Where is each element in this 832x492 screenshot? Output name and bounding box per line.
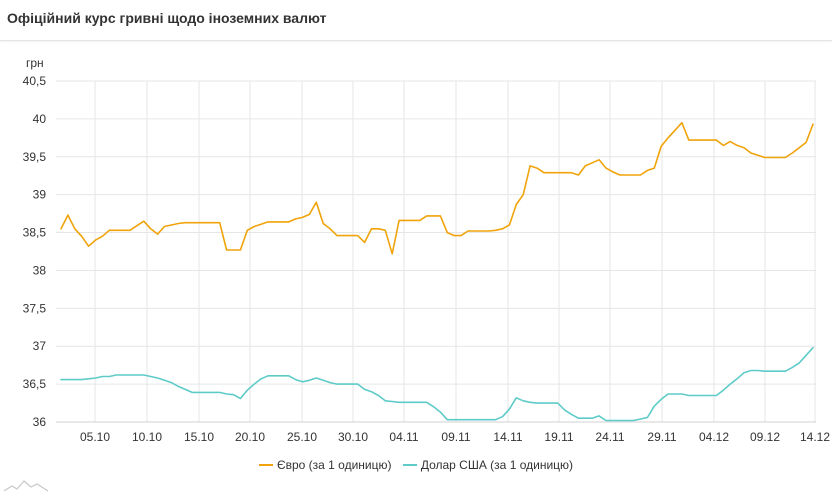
legend-swatch-usd: [402, 463, 417, 466]
legend-item-usd[interactable]: Долар США (за 1 одиницю): [402, 458, 574, 472]
x-tick-label: 20.10: [235, 430, 265, 444]
x-axis: 05.10 10.10 15.10 20.10 25.10 30.10 04.11 09.11…: [80, 430, 830, 444]
y-axis-unit-label: грн: [26, 56, 44, 70]
y-tick-label: 38,5: [23, 226, 47, 240]
chart-header: Офіційний курс гривні щодо іноземних вал…: [0, 0, 832, 41]
y-axis: 40,5 40 39,5 39 38,5 38 37,5 37 36,5 36: [23, 74, 47, 429]
y-tick-label: 40,5: [23, 74, 47, 88]
legend-item-euro[interactable]: Євро (за 1 одиницю): [258, 458, 392, 472]
x-tick-label: 04.12: [699, 430, 729, 444]
x-tick-label: 29.11: [647, 430, 676, 444]
x-tick-label: 09.12: [750, 430, 780, 444]
y-tick-label: 38: [33, 263, 47, 277]
x-tick-label: 05.10: [80, 430, 110, 444]
y-tick-label: 39,5: [23, 150, 47, 164]
mountain-logo-icon: [4, 480, 48, 492]
series-line-euro: [60, 121, 814, 255]
series-line-usd: [60, 346, 814, 422]
y-tick-label: 37,5: [23, 301, 47, 315]
x-tick-label: 30.10: [338, 430, 368, 444]
x-tick-label: 04.11: [389, 430, 418, 444]
x-tick-label: 25.10: [287, 430, 317, 444]
x-tick-label: 19.11: [544, 430, 573, 444]
chart-legend: Євро (за 1 одиницю) Долар США (за 1 один…: [0, 458, 832, 472]
legend-label-euro: Євро (за 1 одиницю): [276, 458, 392, 472]
exchange-rate-line-chart: грн 40,5 40 39,5 39 38,5 38 37,5 37 36,5 36 05.10…: [23, 56, 831, 444]
x-tick-label: 10.10: [132, 430, 162, 444]
y-tick-label: 36,5: [23, 377, 47, 391]
x-tick-label: 14.11: [493, 430, 522, 444]
x-tick-label: 09.11: [441, 430, 470, 444]
x-tick-label: 14.12: [800, 430, 830, 444]
legend-label-usd: Долар США (за 1 одиницю): [420, 458, 574, 472]
y-tick-label: 37: [33, 339, 47, 353]
y-tick-label: 39: [33, 188, 47, 202]
chart-title: Офіційний курс гривні щодо іноземних вал…: [7, 10, 327, 26]
y-tick-label: 36: [33, 415, 47, 429]
x-tick-label: 15.10: [184, 430, 214, 444]
x-tick-label: 24.11: [595, 430, 624, 444]
chart-grid: [56, 80, 816, 423]
series-lines: [60, 121, 814, 422]
legend-swatch-euro: [258, 463, 273, 466]
y-tick-label: 40: [33, 112, 47, 126]
